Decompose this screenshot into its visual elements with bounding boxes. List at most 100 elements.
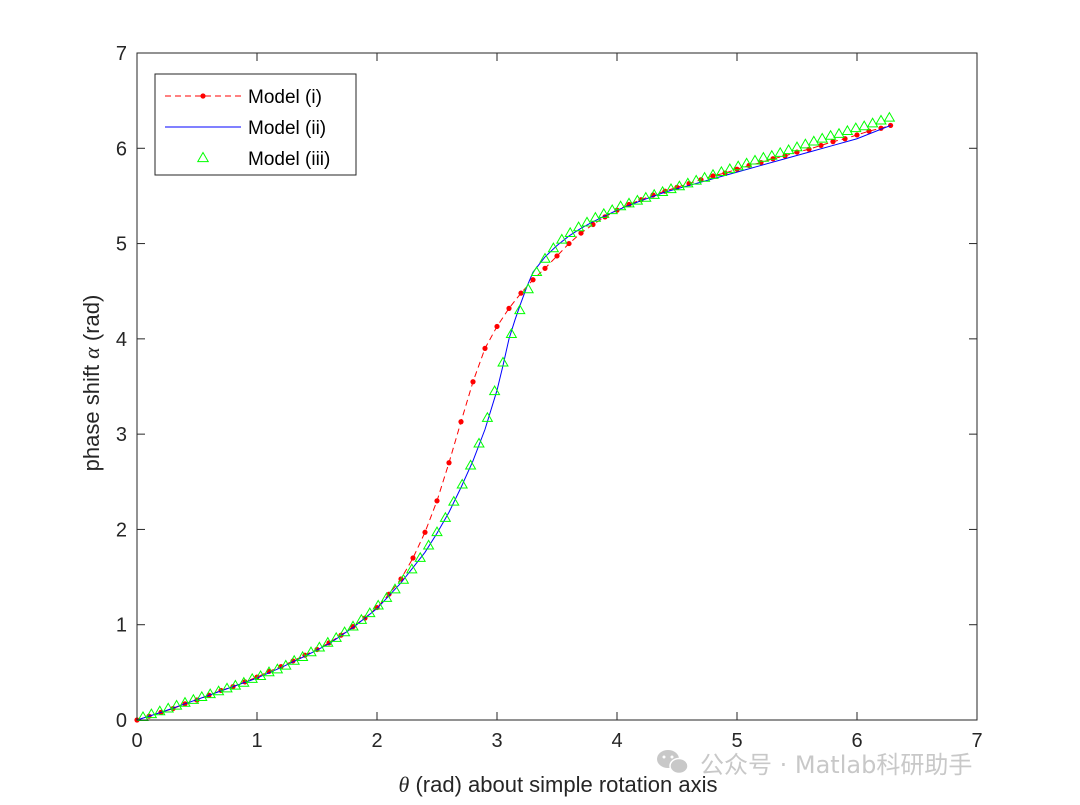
data-point xyxy=(481,411,494,422)
legend: Model (i) Model (ii) Model (iii) xyxy=(154,73,357,176)
data-point xyxy=(464,459,477,470)
data-point xyxy=(807,135,820,146)
data-point xyxy=(623,197,635,208)
data-point xyxy=(690,174,703,185)
data-point xyxy=(263,666,275,677)
y-tick-label: 2 xyxy=(116,519,127,541)
data-point xyxy=(195,690,208,702)
data-point xyxy=(254,669,267,681)
data-point xyxy=(446,460,452,466)
x-tick-label: 0 xyxy=(131,730,142,752)
wechat-icon xyxy=(657,750,689,775)
x-tick-label: 4 xyxy=(611,730,622,752)
data-point xyxy=(229,679,242,690)
data-point xyxy=(410,555,416,561)
data-point xyxy=(614,200,627,211)
data-point xyxy=(566,240,572,247)
data-point xyxy=(279,659,292,670)
legend-marker xyxy=(196,151,210,163)
data-point xyxy=(137,710,149,722)
data-point xyxy=(505,327,518,338)
data-point xyxy=(380,591,393,602)
legend-label: Model (iii) xyxy=(248,149,330,170)
legend-entry: Model (i) xyxy=(165,87,322,108)
data-point xyxy=(740,157,753,168)
data-point xyxy=(791,141,803,152)
data-point xyxy=(434,498,440,504)
legend-label: Model (i) xyxy=(248,87,322,108)
data-point xyxy=(305,646,317,657)
data-point xyxy=(414,551,427,562)
data-point xyxy=(830,139,836,145)
data-point xyxy=(782,143,795,155)
data-point xyxy=(648,188,661,199)
data-point xyxy=(330,631,343,642)
data-point xyxy=(458,419,464,425)
y-tick-label: 1 xyxy=(116,615,127,637)
x-tick-label: 1 xyxy=(251,730,262,752)
data-point xyxy=(431,526,443,537)
x-axis-label: θ (rad) about simple rotation axis xyxy=(399,772,718,797)
data-point xyxy=(522,283,535,294)
legend-label: Model (ii) xyxy=(248,118,326,139)
data-point xyxy=(389,583,401,594)
data-point xyxy=(397,573,410,584)
data-point xyxy=(506,305,512,311)
data-point xyxy=(564,226,577,237)
data-point xyxy=(606,204,619,215)
data-point xyxy=(405,563,418,574)
data-point xyxy=(204,688,217,699)
data-point xyxy=(422,539,435,550)
data-point xyxy=(179,696,191,707)
data-point xyxy=(572,221,585,232)
data-point xyxy=(681,177,694,188)
data-point xyxy=(212,685,225,696)
data-point xyxy=(488,385,501,396)
data-point xyxy=(707,168,719,179)
y-axis-label: phase shift α (rad) xyxy=(79,295,104,472)
axes-frame xyxy=(136,52,978,721)
data-point xyxy=(338,626,351,637)
data-point xyxy=(665,183,677,194)
data-point xyxy=(554,253,560,259)
data-point xyxy=(187,693,200,704)
data-point xyxy=(347,620,359,631)
data-point xyxy=(456,478,469,489)
data-point xyxy=(818,142,824,149)
data-point xyxy=(153,705,166,716)
data-point xyxy=(888,122,894,129)
watermark: 公众号 · Matlab科研助手 xyxy=(657,750,972,779)
legend-entry: Model (ii) xyxy=(165,118,326,139)
data-point xyxy=(555,233,568,244)
data-point xyxy=(518,290,524,296)
data-point xyxy=(581,216,593,227)
data-point xyxy=(313,641,326,652)
data-point xyxy=(145,708,158,719)
legend-entry: Model (iii) xyxy=(196,149,330,170)
data-point xyxy=(237,676,250,687)
data-point xyxy=(858,120,871,131)
data-point xyxy=(833,127,845,138)
data-point xyxy=(296,650,309,661)
x-tick-label: 5 xyxy=(731,730,742,752)
data-point xyxy=(355,613,368,624)
watermark-text: 公众号 · Matlab科研助手 xyxy=(700,751,972,779)
data-point xyxy=(439,511,452,522)
data-point xyxy=(470,379,476,385)
data-point xyxy=(597,207,610,218)
data-point xyxy=(875,114,887,125)
data-point xyxy=(246,672,259,683)
data-point xyxy=(578,230,584,236)
data-point xyxy=(497,356,509,367)
data-point xyxy=(757,151,770,162)
data-point xyxy=(656,185,669,196)
data-point xyxy=(816,132,829,143)
y-tick-label: 7 xyxy=(116,43,127,65)
data-point xyxy=(221,682,233,693)
data-point xyxy=(288,654,301,665)
series-3 xyxy=(137,111,896,722)
y-tick-label: 4 xyxy=(116,329,127,351)
data-point xyxy=(422,529,428,535)
data-point xyxy=(715,165,728,176)
